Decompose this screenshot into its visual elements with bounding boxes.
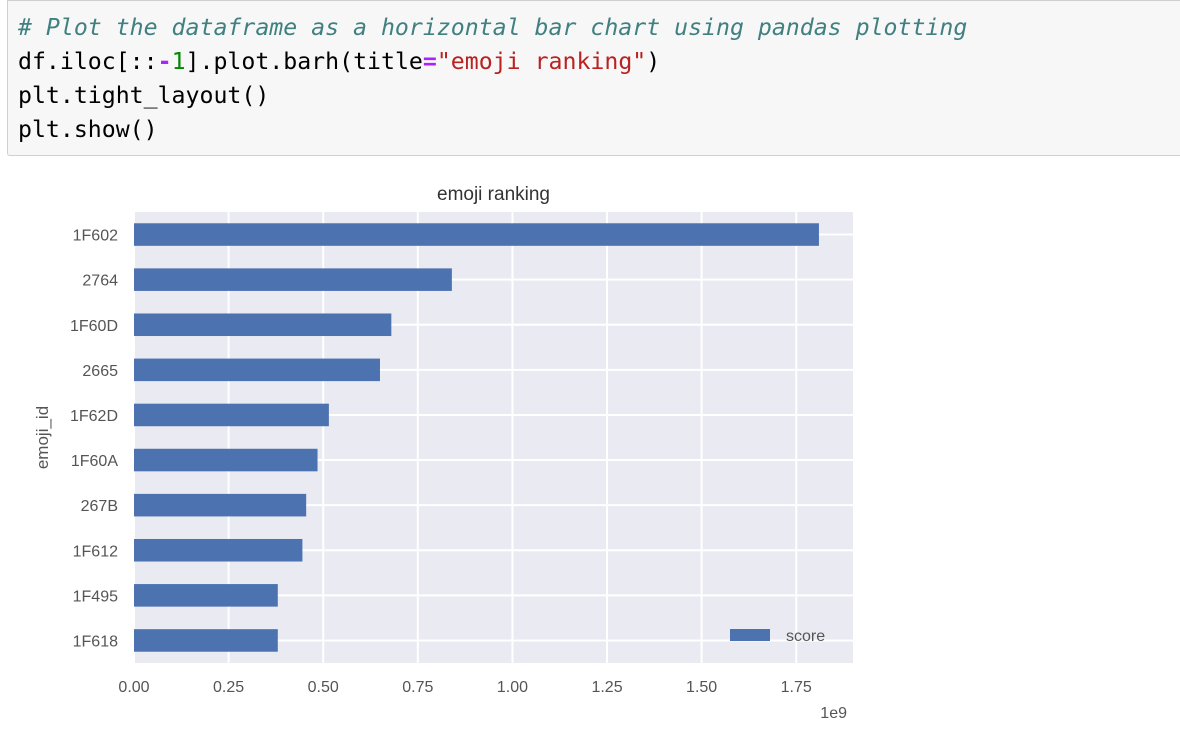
x-tick-label: 1.25 xyxy=(591,679,622,696)
y-tick-label: 267B xyxy=(81,498,118,515)
code-token-comment: # Plot the dataframe as a horizontal bar… xyxy=(18,14,968,41)
code-token-op: = xyxy=(422,48,437,75)
bar xyxy=(134,448,318,472)
x-tick-label: 0.00 xyxy=(118,679,149,696)
y-tick-label: 1F60A xyxy=(71,453,118,470)
x-tick-label: 0.75 xyxy=(402,679,433,696)
bar xyxy=(134,629,278,652)
x-tick-label: 0.50 xyxy=(308,679,339,696)
code-line: df.iloc[::-1].plot.barh(title="emoji ran… xyxy=(18,45,1180,79)
y-tick-label: 1F618 xyxy=(73,633,118,650)
code-line: # Plot the dataframe as a horizontal bar… xyxy=(18,11,1180,45)
y-tick-label: 1F612 xyxy=(73,543,118,560)
code-token-plain: ) xyxy=(646,48,661,75)
y-tick-label: 1F602 xyxy=(73,228,118,245)
y-tick-label: 2764 xyxy=(82,273,118,290)
bar xyxy=(134,268,452,291)
bar xyxy=(134,403,329,427)
code-line: plt.tight_layout() xyxy=(18,79,1180,113)
chart-title: emoji ranking xyxy=(437,184,550,205)
bar xyxy=(134,493,307,517)
bar-chart: 1F602 2764 1F60D 2665 1F62D 1F60A 267B 1F612 1F4… xyxy=(33,184,853,722)
legend-label: score xyxy=(786,628,825,645)
bar xyxy=(134,313,392,337)
code-cell[interactable]: # Plot the dataframe as a horizontal bar… xyxy=(7,0,1180,156)
x-offset-label: 1e9 xyxy=(820,705,847,722)
y-tick-label: 1F60D xyxy=(70,318,118,335)
code-line: plt.show() xyxy=(18,113,1180,147)
bar xyxy=(134,358,380,382)
code-token-plain: plt.tight_layout() xyxy=(18,82,270,109)
code-token-plain: df.iloc[:: xyxy=(18,48,158,75)
output-area: 1F602 2764 1F60D 2665 1F62D 1F60A 267B 1F612 1F4… xyxy=(0,170,1180,734)
y-tick-label: 2665 xyxy=(82,363,118,380)
code-token-plain: plt.show() xyxy=(18,116,158,143)
code-token-str: "emoji ranking" xyxy=(436,48,647,75)
x-tick-label: 1.75 xyxy=(781,679,812,696)
y-tick-label: 1F62D xyxy=(70,408,118,425)
y-axis-label: emoji_id xyxy=(33,406,52,469)
code-token-num: 1 xyxy=(171,48,186,75)
y-tick-label: 1F495 xyxy=(73,588,118,605)
x-tick-label: 1.50 xyxy=(686,679,717,696)
x-tick-label: 1.00 xyxy=(497,679,528,696)
code-lines: # Plot the dataframe as a horizontal bar… xyxy=(18,11,1180,147)
code-token-plain: ].plot.barh(title xyxy=(185,48,423,75)
x-tick-label: 0.25 xyxy=(213,679,244,696)
bar xyxy=(134,538,303,562)
legend-swatch xyxy=(730,629,770,641)
bar xyxy=(134,584,278,607)
bar xyxy=(134,223,819,246)
code-token-op: - xyxy=(157,48,172,75)
